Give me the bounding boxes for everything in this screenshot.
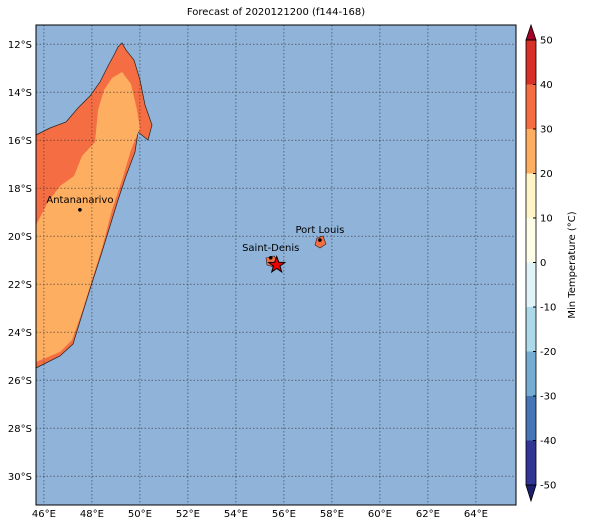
- lon-label: 56°E: [272, 509, 296, 520]
- colorbar-extend-low: [525, 484, 537, 503]
- lat-label: 20°S: [8, 232, 32, 243]
- colorbar-label: Min Temperature (°C): [567, 211, 578, 318]
- colorbar-bin: [526, 262, 536, 307]
- colorbar-bin: [526, 173, 536, 218]
- colorbar-tick-label: -40: [540, 436, 556, 447]
- colorbar-bin: [526, 40, 536, 85]
- colorbar-bin: [526, 307, 536, 352]
- colorbar-tick-label: -30: [540, 392, 556, 403]
- target-star: [267, 255, 287, 274]
- colorbar-tick-label: 10: [540, 214, 553, 225]
- city-label: Port Louis: [295, 225, 344, 236]
- title: Forecast of 2020121200 (f144-168): [187, 7, 365, 18]
- city-label: Antananarivo: [46, 195, 113, 206]
- map-frame: [35, 24, 517, 506]
- lat-label: 26°S: [8, 376, 32, 387]
- colorbar-bin: [526, 84, 536, 129]
- city-label: Saint-Denis: [242, 243, 299, 254]
- lon-label: 52°E: [176, 509, 200, 520]
- lon-label: 60°E: [368, 509, 392, 520]
- lon-label: 58°E: [320, 509, 344, 520]
- colorbar-tick-label: -10: [540, 303, 556, 314]
- lon-label: 50°E: [128, 509, 152, 520]
- mauritius: [314, 235, 327, 249]
- colorbar-tick-label: 30: [540, 125, 553, 136]
- lon-label: 48°E: [80, 509, 104, 520]
- lat-label: 30°S: [8, 472, 32, 483]
- colorbar-bin: [526, 351, 536, 396]
- lat-label: 22°S: [8, 280, 32, 291]
- lat-label: 28°S: [8, 424, 32, 435]
- lat-label: 14°S: [8, 88, 32, 99]
- lon-label: 62°E: [416, 509, 440, 520]
- colorbar-tick-label: -50: [540, 481, 556, 492]
- colorbar-tick-label: 0: [540, 258, 546, 269]
- colorbar-bin: [526, 129, 536, 174]
- city-dot: [78, 208, 82, 212]
- colorbar-tick-label: 50: [540, 36, 553, 47]
- city-dot: [318, 238, 322, 242]
- lat-label: 12°S: [8, 40, 32, 51]
- colorbar-tick-label: 40: [540, 80, 553, 91]
- lon-label: 54°E: [224, 509, 248, 520]
- lat-label: 16°S: [8, 136, 32, 147]
- lat-label: 18°S: [8, 184, 32, 195]
- colorbar-tick-label: -20: [540, 347, 556, 358]
- lat-label: 24°S: [8, 328, 32, 339]
- colorbar-bin: [526, 440, 536, 485]
- lon-label: 46°E: [32, 509, 56, 520]
- city-dot: [268, 255, 273, 260]
- lon-label: 64°E: [464, 509, 488, 520]
- colorbar-bin: [526, 218, 536, 263]
- madagascar-warm-zone: [36, 72, 140, 362]
- colorbar-tick-label: 20: [540, 169, 553, 180]
- colorbar-extend-high: [525, 23, 537, 41]
- colorbar-bin: [526, 396, 536, 441]
